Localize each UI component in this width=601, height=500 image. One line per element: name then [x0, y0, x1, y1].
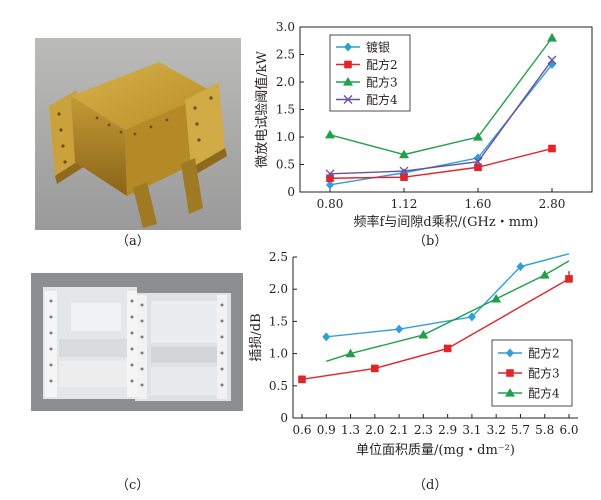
- caption-b: （b）: [413, 234, 448, 249]
- chart-d-point-2: [418, 329, 429, 339]
- chart-d-legend-label: 配方3: [528, 366, 560, 381]
- chart-b-point-2: [547, 33, 557, 42]
- chart-d-point-1: [443, 344, 452, 353]
- chart-d-point-0: [322, 332, 331, 342]
- chart-d-ytick-label: 1.5: [269, 314, 288, 328]
- chart-d-point-2: [539, 270, 550, 279]
- photo-gold-waveguide: [35, 38, 241, 230]
- chart-d-ytick-label: 0: [280, 411, 288, 425]
- chart-b-point-2: [325, 129, 335, 139]
- chart-d-point-1: [371, 364, 379, 373]
- chart-b-ytick-label: 0.5: [276, 158, 295, 172]
- chart-d-point-0: [516, 262, 525, 272]
- chart-b-xtick-label: 1.12: [391, 197, 418, 211]
- chart-d-xtick-label: 3.1: [462, 423, 481, 437]
- chart-b-point-3: [399, 166, 409, 176]
- chart-b-point-3: [325, 169, 335, 179]
- chart-d-ytick-label: 0.5: [269, 379, 288, 393]
- chart-b-series-line-1: [329, 147, 553, 179]
- chart-d-ytick-label: 1.0: [269, 347, 288, 361]
- chart-d-ytick-label: 2.5: [269, 250, 288, 264]
- chart-b-xtick-label: 2.80: [539, 197, 566, 211]
- chart-d-xtick-label: 1.3: [341, 423, 360, 437]
- chart-b-xtick-label: 0.80: [317, 197, 344, 211]
- chart-d-xtick-label: 0.9: [317, 423, 336, 437]
- chart-d-series-line-0: [325, 253, 570, 339]
- chart-b-ylabel: 微放电试验阈值/kW: [254, 51, 270, 168]
- chart-d-legend-marker: [506, 369, 514, 377]
- chart-b-point-1: [326, 174, 334, 183]
- chart-d-point-2: [345, 348, 356, 358]
- chart-d-point-0: [467, 312, 476, 322]
- chart-b-legend-label: 配方3: [366, 75, 398, 90]
- chart-d-xlabel: 单位面积质量/(mg・dm⁻²): [356, 443, 515, 458]
- chart-d-xtick-label: 3.2: [487, 423, 506, 437]
- chart-d-point-1: [565, 275, 573, 283]
- chart-b-point-3: [473, 157, 483, 167]
- chart-b-legend-marker: [344, 42, 352, 52]
- chart-b-point-1: [548, 144, 556, 153]
- chart-d-series-line-2: [326, 260, 570, 362]
- chart-b-ytick-label: 3.0: [276, 20, 295, 34]
- caption-d: （d）: [413, 478, 448, 493]
- chart-d-legend-label: 配方4: [528, 386, 560, 401]
- chart-d-xtick-label: 2.1: [390, 423, 409, 437]
- photo-white-plates: [31, 273, 243, 411]
- chart-d-xtick-label: 2.3: [414, 423, 433, 437]
- chart-d-xtick-label: 5.7: [511, 423, 530, 437]
- chart-d-xtick-label: 2.9: [438, 423, 457, 437]
- chart-b-ytick-label: 2.5: [276, 48, 295, 62]
- chart-b-ytick-label: 1.5: [276, 103, 295, 117]
- chart-b-legend-label: 配方4: [366, 92, 398, 107]
- chart-d-legend-marker: [506, 348, 514, 358]
- chart-b-point-3: [547, 55, 557, 65]
- chart-b-point-2: [399, 149, 409, 159]
- chart-d-ytick-label: 2.0: [269, 282, 288, 296]
- chart-d-xtick-label: 6.0: [559, 423, 578, 437]
- chart-d-point-1: [298, 375, 306, 384]
- chart-b-series-line-2: [329, 37, 553, 156]
- chart-b-legend-marker: [343, 95, 353, 104]
- chart-b-ytick-label: 0: [287, 185, 295, 199]
- chart-d-legend-label: 配方2: [528, 346, 560, 361]
- chart-d-point-0: [395, 324, 404, 334]
- chart-b-ytick-label: 1.0: [276, 130, 295, 144]
- chart-b-point-1: [400, 173, 408, 181]
- chart-b-legend-label: 镀银: [366, 41, 390, 55]
- chart-b-point-1: [474, 163, 482, 172]
- chart-b-legend-marker: [344, 60, 352, 69]
- chart-b-point-2: [473, 132, 483, 141]
- chart-b-legend-marker: [343, 77, 353, 86]
- chart-b-xtick-label: 1.60: [465, 197, 492, 211]
- chart-d-legend-marker: [505, 388, 515, 397]
- chart-d-xtick-label: 2.0: [365, 423, 384, 437]
- chart-b-point-0: [326, 180, 334, 190]
- caption-a: （a）: [116, 234, 150, 249]
- chart-d-point-2: [491, 293, 502, 303]
- chart-b-series-line-3: [329, 59, 553, 175]
- chart-b-xlabel: 频率f与间隙d乘积/(GHz・mm): [354, 214, 539, 230]
- chart-b-legend-label: 配方2: [366, 57, 398, 72]
- chart-d-xtick-label: 0.6: [292, 423, 311, 437]
- chart-d-xtick-label: 5.8: [535, 423, 554, 437]
- chart-d-ylabel: 插损/dB: [249, 313, 264, 361]
- chart-b-ytick-label: 2.0: [276, 75, 295, 89]
- caption-c: （c）: [116, 478, 150, 493]
